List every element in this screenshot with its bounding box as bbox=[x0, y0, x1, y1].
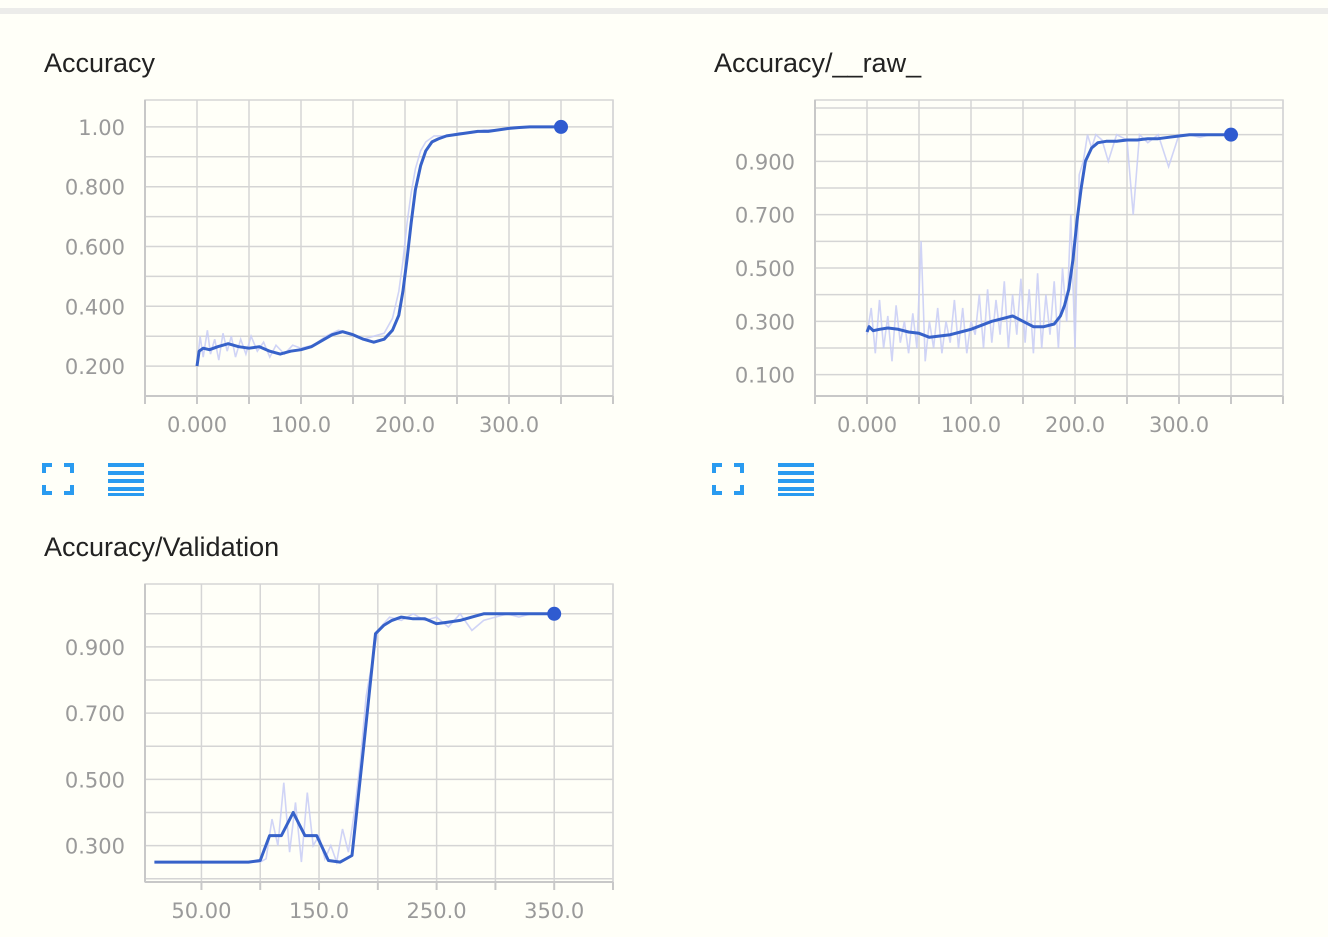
raw-series-line bbox=[866, 132, 1231, 362]
y-tick-label: 0.200 bbox=[65, 355, 125, 379]
x-tick-label: 200.0 bbox=[1045, 413, 1105, 437]
y-tick-label: 0.500 bbox=[65, 768, 125, 792]
y-tick-label: 0.900 bbox=[65, 636, 125, 660]
y-tick-label: 0.100 bbox=[735, 364, 795, 388]
x-tick-label: 100.0 bbox=[941, 413, 1001, 437]
x-tick-label: 0.000 bbox=[837, 413, 897, 437]
chart-title: Accuracy/Validation bbox=[44, 532, 280, 562]
x-tick-label: 100.0 bbox=[271, 413, 331, 437]
expand-button[interactable] bbox=[708, 459, 748, 499]
accuracy-validation-chart: 50.00 150.0 250.0 350.0 0.900 0.700 0.500 0.300 bbox=[65, 583, 614, 923]
chart-title: Accuracy bbox=[44, 48, 156, 78]
smoothed-series-line bbox=[195, 125, 561, 367]
x-tick-label: 300.0 bbox=[479, 413, 539, 437]
x-tick-label: 200.0 bbox=[375, 413, 435, 437]
y-tick-label: 0.300 bbox=[65, 835, 125, 859]
chart-title: Accuracy/__raw_ bbox=[714, 48, 922, 78]
data-table-icon bbox=[778, 463, 814, 496]
raw-series-line bbox=[154, 612, 555, 866]
y-tick-label: 0.300 bbox=[735, 310, 795, 334]
y-tick-label: 0.800 bbox=[65, 176, 125, 200]
smoothed-series-line bbox=[154, 612, 555, 864]
data-table-button[interactable] bbox=[106, 459, 146, 499]
accuracy-chart: 0.000 100.0 200.0 300.0 1.00 0.800 0.600 0.400 0… bbox=[65, 99, 614, 437]
plot-frame bbox=[814, 99, 1284, 397]
data-table-icon bbox=[108, 463, 144, 496]
y-tick-label: 0.900 bbox=[735, 150, 795, 174]
x-tick-label: 50.00 bbox=[171, 899, 231, 923]
smoothed-series-line bbox=[865, 133, 1231, 339]
data-table-button[interactable] bbox=[776, 459, 816, 499]
expand-icon bbox=[42, 463, 74, 495]
top-divider bbox=[0, 8, 1328, 14]
x-tick-label: 0.000 bbox=[167, 413, 227, 437]
x-tick-label: 300.0 bbox=[1149, 413, 1209, 437]
x-tick-label: 150.0 bbox=[289, 899, 349, 923]
expand-icon bbox=[712, 463, 744, 495]
x-tick-label: 350.0 bbox=[524, 899, 584, 923]
y-tick-label: 0.700 bbox=[735, 204, 795, 228]
expand-button[interactable] bbox=[38, 459, 78, 499]
plot-frame bbox=[144, 99, 614, 397]
last-value-dot[interactable] bbox=[547, 606, 562, 621]
last-value-dot[interactable] bbox=[1224, 127, 1238, 142]
x-tick-label: 250.0 bbox=[407, 899, 467, 923]
last-value-dot[interactable] bbox=[554, 119, 568, 134]
accuracy-raw-chart: 0.000 100.0 200.0 300.0 0.900 0.700 0.500 0.300… bbox=[735, 99, 1284, 437]
y-tick-label: 0.700 bbox=[65, 702, 125, 726]
chart-card-accuracy: Accuracy 0.000 100.0 200.0 300.0 1.00 0.800 0.… bbox=[0, 0, 640, 500]
y-tick-label: 0.600 bbox=[65, 236, 125, 260]
y-tick-label: 0.500 bbox=[735, 257, 795, 281]
y-tick-label: 1.00 bbox=[78, 116, 125, 140]
chart-card-accuracy-validation: Accuracy/Validation 50.00 150.0 250.0 350.0… bbox=[0, 500, 640, 937]
y-tick-label: 0.400 bbox=[65, 295, 125, 319]
chart-card-accuracy-raw: Accuracy/__raw_ 0.000 100.0 200.0 300.0 0.90… bbox=[670, 0, 1328, 500]
